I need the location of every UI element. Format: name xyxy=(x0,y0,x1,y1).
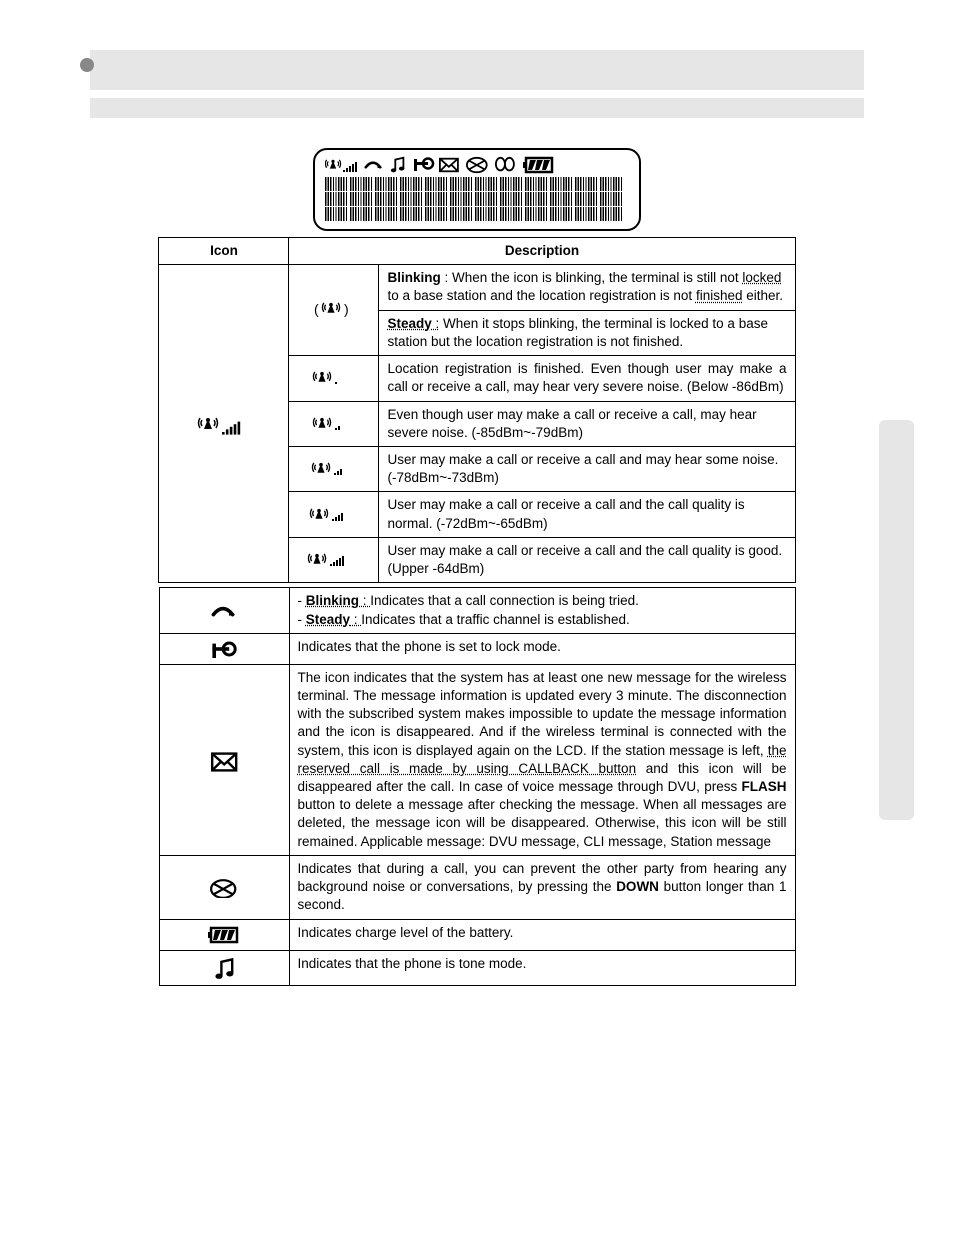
desc-cell: Indicates charge level of the battery. xyxy=(289,919,795,950)
desc-cell: Indicates that during a call, you can pr… xyxy=(289,855,795,919)
sub-icon-cell xyxy=(289,492,379,537)
dotted-text: finished xyxy=(696,288,743,303)
page-dot-icon xyxy=(80,58,94,72)
group-icon-cell xyxy=(159,265,289,583)
antenna-signal-icon xyxy=(325,157,361,173)
line-prefix: - xyxy=(298,593,306,608)
antenna-paren-icon: ( ) xyxy=(314,298,354,322)
icon-cell xyxy=(159,950,289,985)
table-row: Indicates that the phone is set to lock … xyxy=(159,633,795,664)
battery-icon xyxy=(203,924,245,946)
desc-cell: The icon indicates that the system has a… xyxy=(289,664,795,855)
music-note-icon xyxy=(389,156,409,174)
antenna-4bar-icon xyxy=(308,505,360,525)
sep: : xyxy=(432,316,440,331)
desc-cell: - Blinking : Indicates that a call conne… xyxy=(289,588,795,633)
desc-cell: User may make a call or receive a call a… xyxy=(379,446,795,491)
icon-cell xyxy=(159,633,289,664)
desc-cell: User may make a call or receive a call a… xyxy=(379,492,795,537)
antenna-5bar-icon xyxy=(306,550,362,570)
icon-cell xyxy=(159,588,289,633)
table-row: ( ) Blinking : When the icon is blinking… xyxy=(159,265,795,310)
desc-cell: Indicates that the phone is set to lock … xyxy=(289,633,795,664)
desc-cell: Even though user may make a call or rece… xyxy=(379,401,795,446)
dotted-text: locked xyxy=(742,270,781,285)
desc-cell: Blinking : When the icon is blinking, th… xyxy=(379,265,795,310)
sub-icon-cell: ( ) xyxy=(289,265,379,356)
table-row: Indicates charge level of the battery. xyxy=(159,919,795,950)
state-label: Blinking xyxy=(306,593,359,608)
desc-text: either. xyxy=(742,288,783,303)
desc-text: When it stops blinking, the terminal is … xyxy=(387,316,767,349)
icon-table-2: - Blinking : Indicates that a call conne… xyxy=(159,587,796,985)
page: Icon Description ( ) Blinking : When the… xyxy=(0,0,954,1235)
desc-cell: Indicates that the phone is tone mode. xyxy=(289,950,795,985)
table-row: Indicates that the phone is tone mode. xyxy=(159,950,795,985)
lcd-char-grid xyxy=(325,177,629,221)
lcd-panel xyxy=(313,148,641,231)
lock-icon xyxy=(412,156,436,174)
sub-icon-cell xyxy=(289,446,379,491)
antenna-1dot-icon xyxy=(311,368,357,388)
desc-text: to a base station and the location regis… xyxy=(387,288,695,303)
sub-icon-cell xyxy=(289,356,379,401)
table-row: - Blinking : Indicates that a call conne… xyxy=(159,588,795,633)
bold-text: FLASH xyxy=(742,779,787,794)
battery-icon xyxy=(522,156,554,174)
col-header-icon: Icon xyxy=(159,238,289,265)
antenna-signal-full-icon xyxy=(196,413,252,435)
antenna-2bar-icon xyxy=(311,414,357,434)
lock-icon xyxy=(206,638,242,660)
desc-text: Indicates that a call connection is bein… xyxy=(370,593,639,608)
icon-cell xyxy=(159,664,289,855)
envelope-icon xyxy=(439,156,463,174)
sep: : xyxy=(441,270,452,285)
svg-text:): ) xyxy=(344,301,349,317)
table-row: Indicates that during a call, you can pr… xyxy=(159,855,795,919)
bold-text: DOWN xyxy=(616,879,659,894)
icon-table-1: Icon Description ( ) Blinking : When the… xyxy=(158,237,795,583)
icon-cell xyxy=(159,919,289,950)
sub-icon-cell xyxy=(289,537,379,582)
header-band xyxy=(90,50,864,90)
sub-icon-cell xyxy=(289,401,379,446)
side-tab xyxy=(879,420,914,820)
desc-text: button to delete a message after checkin… xyxy=(298,797,787,848)
subheader-band xyxy=(90,98,864,118)
lcd-icon-row xyxy=(325,156,629,174)
desc-cell: Steady : When it stops blinking, the ter… xyxy=(379,310,795,355)
state-label: Steady xyxy=(387,316,431,331)
state-label: Blinking xyxy=(387,270,440,285)
desc-cell: User may make a call or receive a call a… xyxy=(379,537,795,582)
line-prefix: - xyxy=(298,612,306,627)
mute-envelope-icon xyxy=(206,876,242,898)
loop-icon xyxy=(495,156,519,174)
desc-cell: Location registration is finished. Even … xyxy=(379,356,795,401)
state-label: Steady xyxy=(306,612,350,627)
table-row: Icon Description xyxy=(159,238,795,265)
antenna-3bar-icon xyxy=(310,459,358,479)
col-header-desc: Description xyxy=(289,238,795,265)
mute-envelope-icon xyxy=(466,156,492,174)
table-row: The icon indicates that the system has a… xyxy=(159,664,795,855)
music-note-icon xyxy=(209,955,239,981)
icon-cell xyxy=(159,855,289,919)
envelope-icon xyxy=(207,748,241,772)
sep: : xyxy=(359,593,370,608)
desc-text: When the icon is blinking, the terminal … xyxy=(452,270,742,285)
call-arrow-icon xyxy=(364,157,386,173)
desc-text: Indicates that a traffic channel is esta… xyxy=(361,612,629,627)
call-arrow-icon xyxy=(207,601,241,621)
sep: : xyxy=(350,612,361,627)
svg-text:(: ( xyxy=(314,301,319,317)
desc-text: The icon indicates that the system has a… xyxy=(298,670,787,758)
